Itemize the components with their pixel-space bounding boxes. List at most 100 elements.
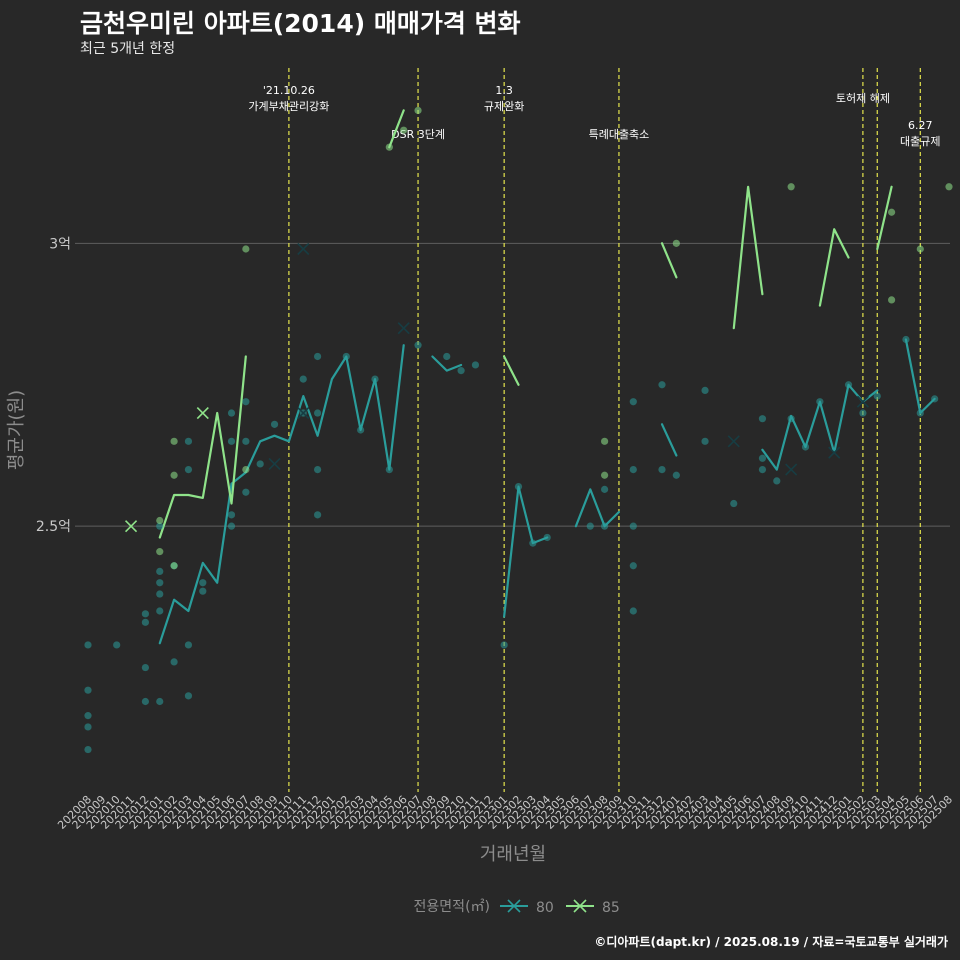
series-line-80: [761, 383, 879, 471]
point-80: [314, 465, 322, 474]
legend-key-80: [500, 899, 528, 913]
y-axis-title: 평균가(원): [6, 390, 27, 470]
point-80: [601, 522, 609, 530]
series-line-85: [876, 185, 893, 251]
point-85: [156, 548, 164, 556]
point-80: [227, 522, 236, 530]
point-80: [84, 686, 92, 694]
point-85: [400, 126, 408, 134]
point-80: [314, 352, 322, 361]
point-80: [184, 437, 193, 445]
point-80: [773, 477, 781, 485]
cross-marker-80: [828, 446, 841, 459]
event-label: 특례대출축소: [589, 128, 650, 141]
point-80: [227, 437, 236, 445]
chart-title: 금천우미린 아파트(2014) 매매가격 변화: [80, 9, 521, 38]
point-80: [629, 465, 637, 474]
point-80: [629, 522, 637, 530]
cross-marker-80: [856, 395, 869, 408]
transaction-points: [84, 106, 953, 754]
series-lines: [158, 109, 936, 645]
cross-stroke: [297, 242, 310, 256]
point-80: [242, 437, 250, 445]
cross-marker-80: [297, 406, 310, 420]
point-80: [357, 426, 365, 434]
legend-label-85: 85: [602, 900, 620, 916]
point-80: [787, 415, 795, 423]
cross-stroke: [297, 406, 310, 420]
point-80: [443, 352, 451, 361]
event-label: 6.27: [908, 119, 933, 132]
legend-label-80: 80: [536, 900, 554, 916]
point-80: [113, 641, 121, 649]
point-80: [601, 485, 609, 493]
series-line-85: [732, 185, 764, 330]
point-80: [658, 381, 666, 389]
event-label: 규제완화: [484, 100, 524, 113]
cross-marker-80: [727, 435, 740, 448]
point-85: [156, 516, 164, 525]
point-85: [672, 239, 680, 247]
series-line-85: [503, 355, 520, 386]
point-85: [916, 245, 924, 253]
event-label: DSR 3단계: [391, 128, 445, 141]
point-80: [859, 409, 867, 417]
series-line-80: [660, 423, 678, 457]
cross-stroke: [856, 395, 869, 408]
cross-stroke: [268, 457, 281, 471]
series-line-80: [431, 355, 463, 372]
point-80: [184, 465, 193, 474]
point-80: [514, 482, 523, 491]
point-80: [156, 567, 164, 576]
point-85: [385, 143, 393, 151]
chart-subtitle: 최근 5개년 한정: [80, 41, 176, 57]
point-80: [471, 361, 480, 369]
cross-marker-80: [297, 242, 310, 256]
point-80: [816, 398, 824, 406]
point-80: [385, 465, 393, 474]
cross-marker-80: [785, 463, 798, 476]
point-80: [242, 488, 250, 496]
event-label: 대출규제: [900, 135, 940, 148]
axes: 2.5억3억2020082020092020102020112020122021…: [6, 236, 955, 865]
cross-stroke: [196, 406, 209, 420]
point-85: [888, 208, 896, 216]
gridlines: [75, 242, 950, 527]
point-80: [629, 398, 637, 406]
point-80: [529, 539, 537, 547]
cross-stroke: [785, 463, 798, 476]
point-85: [601, 471, 609, 479]
cross-marker-85: [124, 520, 138, 533]
point-80: [141, 663, 149, 672]
series-line-80: [503, 485, 549, 618]
y-tick-label: 3억: [49, 236, 71, 252]
point-80: [414, 341, 422, 349]
point-80: [629, 562, 637, 570]
event-label: 1.3: [495, 84, 513, 97]
point-80: [156, 590, 164, 598]
point-85: [414, 106, 422, 115]
point-80: [758, 454, 767, 462]
point-80: [84, 641, 92, 649]
point-80: [500, 641, 508, 649]
point-85: [170, 562, 178, 570]
point-80: [270, 420, 279, 428]
point-80: [199, 587, 207, 595]
point-85: [888, 296, 896, 304]
series-line-85: [818, 228, 850, 307]
cross-marker-80: [268, 457, 281, 471]
event-label: '21.10.26: [263, 84, 315, 97]
series-line-80: [574, 488, 621, 528]
point-80: [184, 692, 193, 700]
point-80: [184, 641, 193, 649]
point-85: [170, 437, 178, 445]
point-80: [156, 579, 164, 587]
x-axis-title: 거래년월: [480, 844, 546, 865]
source-caption: ©디아파트(dapt.kr) / 2025.08.19 / 자료=국토교통부 실…: [594, 935, 948, 949]
series-line-80: [158, 344, 405, 645]
point-80: [314, 511, 322, 519]
point-85: [601, 437, 609, 445]
point-80: [84, 745, 92, 754]
point-80: [227, 511, 236, 519]
